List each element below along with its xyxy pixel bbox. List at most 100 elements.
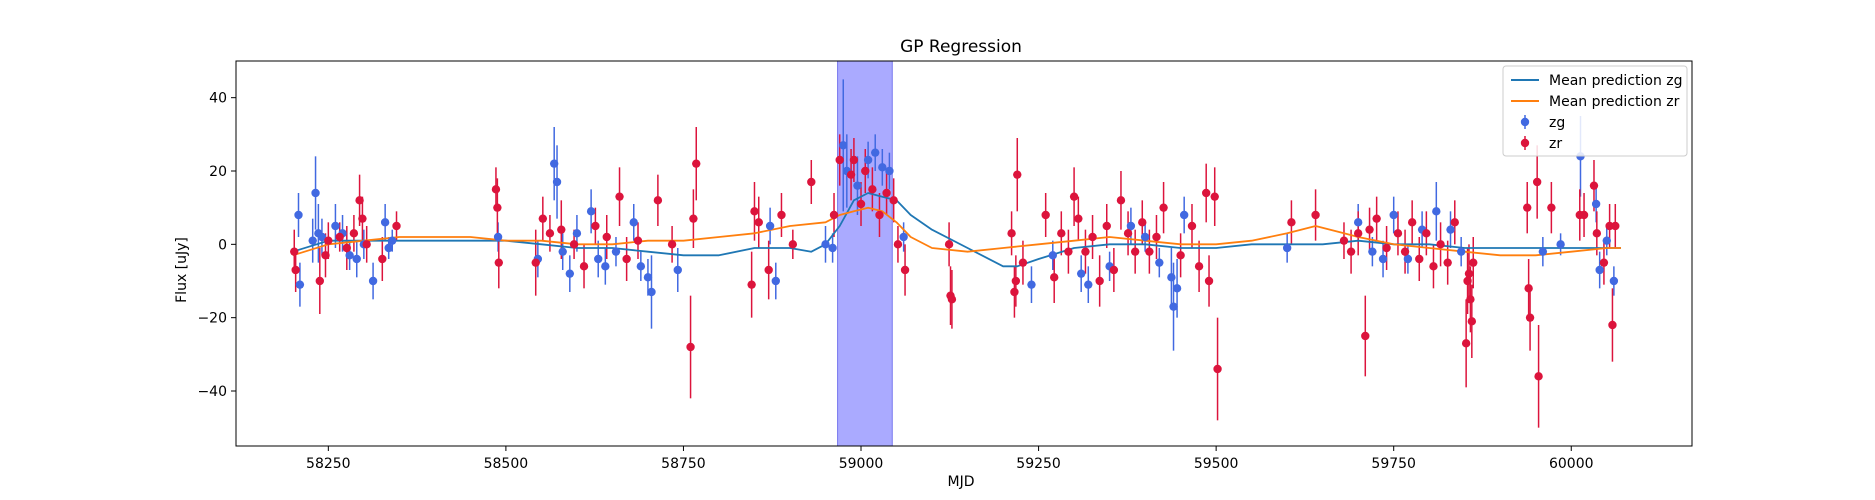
point-zg bbox=[295, 280, 305, 289]
point-zg bbox=[594, 254, 603, 264]
point-zg bbox=[1167, 273, 1176, 282]
point-zr bbox=[378, 254, 387, 264]
point-zr bbox=[1592, 229, 1602, 238]
point-zr bbox=[1346, 247, 1356, 256]
point-zg bbox=[352, 254, 361, 264]
point-zr bbox=[1204, 276, 1214, 286]
legend-swatch bbox=[1520, 138, 1530, 148]
point-zr bbox=[1469, 258, 1478, 267]
point-zr bbox=[944, 240, 954, 249]
point-zg bbox=[1595, 265, 1604, 275]
point-zr bbox=[579, 262, 589, 271]
point-zr bbox=[1525, 313, 1535, 322]
point-zr bbox=[1064, 247, 1073, 256]
point-zg bbox=[636, 262, 646, 271]
point-zr bbox=[1187, 221, 1197, 231]
line-mean-prediction-zg bbox=[292, 192, 1621, 268]
point-zg bbox=[1076, 269, 1086, 278]
point-zr bbox=[1365, 225, 1374, 234]
point-zg bbox=[771, 276, 780, 286]
point-zg bbox=[1432, 207, 1441, 216]
point-zr bbox=[856, 199, 866, 209]
point-zg bbox=[493, 232, 503, 242]
point-zg bbox=[853, 181, 862, 190]
point-zr bbox=[349, 229, 359, 238]
point-zg bbox=[1538, 247, 1548, 256]
point-zr bbox=[747, 280, 756, 289]
point-zr bbox=[1013, 170, 1022, 179]
point-zr bbox=[545, 229, 555, 238]
point-zr bbox=[1123, 229, 1133, 238]
point-zr bbox=[692, 159, 701, 168]
point-zg bbox=[611, 247, 621, 256]
point-zr bbox=[777, 210, 786, 220]
point-zg bbox=[294, 210, 303, 220]
point-zr bbox=[494, 258, 503, 267]
point-zr bbox=[750, 207, 759, 216]
point-zr bbox=[807, 177, 816, 187]
point-zr bbox=[1547, 203, 1556, 212]
point-zg bbox=[601, 262, 610, 271]
point-zr bbox=[1407, 218, 1417, 227]
point-zg bbox=[839, 141, 848, 150]
highlight-band bbox=[837, 60, 893, 447]
point-zr bbox=[1018, 258, 1028, 267]
point-zr bbox=[1088, 232, 1097, 242]
point-zr bbox=[849, 155, 859, 165]
point-zg bbox=[1556, 240, 1565, 249]
point-zr bbox=[1589, 181, 1599, 190]
point-zr bbox=[1010, 287, 1019, 297]
point-zg bbox=[317, 232, 327, 242]
x-tick-label: 59000 bbox=[839, 456, 884, 472]
point-zg bbox=[586, 207, 596, 216]
point-zr bbox=[315, 276, 325, 286]
point-zg bbox=[765, 221, 775, 231]
point-zg bbox=[1169, 302, 1178, 311]
legend-label: zg bbox=[1549, 115, 1565, 131]
point-zr bbox=[633, 236, 643, 245]
point-zr bbox=[1534, 372, 1543, 381]
point-zg bbox=[549, 159, 559, 168]
point-zr bbox=[1311, 210, 1320, 220]
y-tick-label: −40 bbox=[197, 384, 227, 400]
point-zr bbox=[1415, 254, 1424, 264]
point-zr bbox=[622, 254, 631, 264]
x-tick-label: 58750 bbox=[661, 456, 706, 472]
point-zg bbox=[1027, 280, 1036, 289]
point-zr bbox=[1443, 258, 1452, 267]
point-zr bbox=[835, 155, 844, 165]
point-zg bbox=[1179, 210, 1189, 220]
point-zg bbox=[368, 276, 378, 286]
point-zg bbox=[885, 166, 894, 176]
point-zr bbox=[290, 247, 299, 256]
point-zg bbox=[1609, 276, 1619, 286]
point-zg bbox=[1456, 247, 1466, 256]
data-points bbox=[290, 141, 1620, 381]
point-zr bbox=[1102, 221, 1111, 231]
point-zr bbox=[788, 240, 798, 249]
x-tick-label: 59750 bbox=[1371, 456, 1416, 472]
point-zg bbox=[673, 265, 682, 275]
point-zr bbox=[602, 232, 611, 242]
y-tick-label: −20 bbox=[197, 311, 227, 327]
point-zg bbox=[871, 148, 880, 157]
point-zr bbox=[1532, 177, 1542, 187]
x-tick-label: 59500 bbox=[1194, 456, 1239, 472]
point-zr bbox=[764, 265, 773, 275]
point-zr bbox=[1138, 218, 1147, 227]
point-zg bbox=[878, 163, 887, 172]
point-zr bbox=[557, 225, 566, 234]
point-zr bbox=[1109, 265, 1119, 275]
point-zg bbox=[863, 155, 873, 165]
point-zr bbox=[1007, 229, 1016, 238]
point-zg bbox=[629, 218, 638, 227]
point-zr bbox=[1116, 196, 1126, 205]
point-zg bbox=[1140, 232, 1150, 242]
point-zr bbox=[868, 185, 877, 194]
point-zr bbox=[355, 196, 364, 205]
point-zr bbox=[1050, 273, 1059, 282]
point-zr bbox=[1436, 240, 1445, 249]
point-zr bbox=[1339, 236, 1349, 245]
point-zr bbox=[1130, 247, 1140, 256]
